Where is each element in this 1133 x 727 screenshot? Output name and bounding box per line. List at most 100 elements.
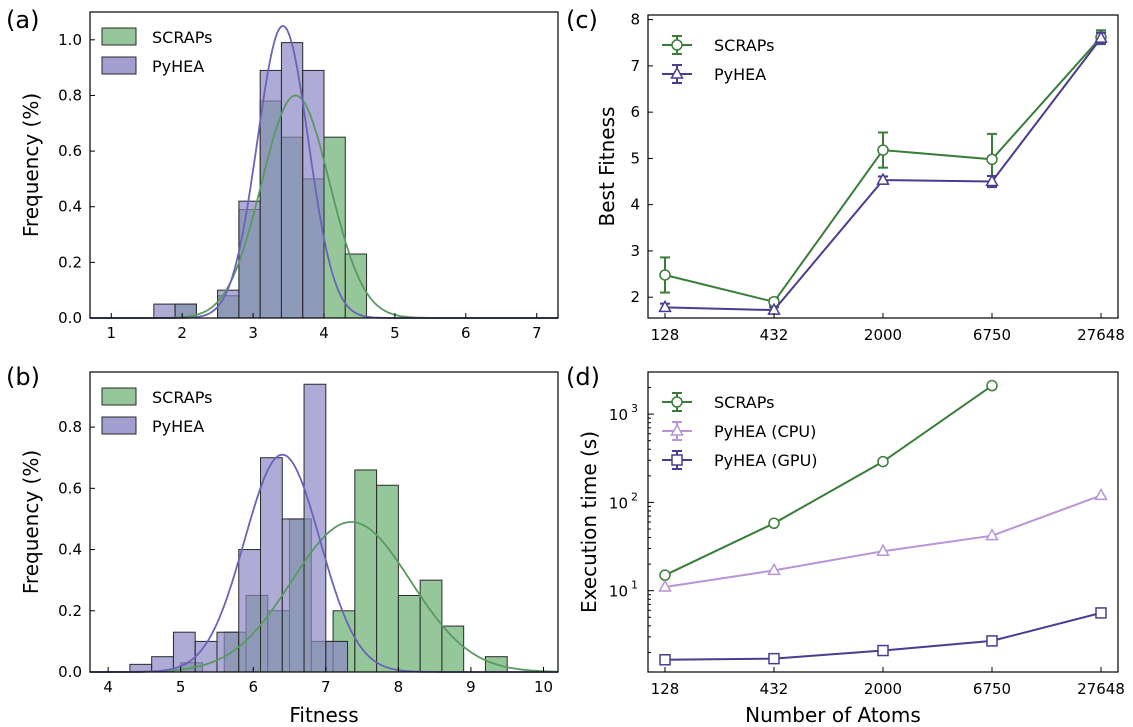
legend-marker	[670, 66, 684, 79]
data-point-0-0	[659, 569, 671, 581]
bar-pyhea-3	[194, 640, 218, 673]
data-point-2-3	[986, 635, 998, 647]
legend-swatch	[101, 387, 137, 406]
y-tick-label: 10	[609, 406, 628, 424]
line-panel-2: 128 432 2000 6750 27648 2 3 4 5 6 7 8 Best Fitness SC…	[566, 6, 1125, 344]
y-tick-label: 0.2	[58, 602, 82, 620]
data-point-0-3	[986, 379, 998, 392]
x-tick-label: 7	[321, 678, 331, 696]
legend-label: PyHEA	[714, 65, 766, 84]
x-tick-label: 5	[390, 324, 400, 342]
histogram-panel-0: 1 2 3 4 5 6 7 0.0 0.2 0.4 0.6 0.8 1.0 Frequency (%) SC…	[6, 6, 559, 342]
x-axis-label: Fitness	[289, 703, 358, 727]
bar-pyhea-6	[302, 69, 325, 319]
x-tick-label: 1	[106, 324, 116, 342]
x-tick-label: 6	[248, 678, 258, 696]
data-point-1-1	[767, 562, 781, 576]
legend-marker	[671, 396, 683, 408]
data-point-1-0	[658, 299, 672, 313]
series-line-1	[664, 494, 1102, 588]
y-tick-label: 5	[630, 149, 640, 167]
y-axis-label: Frequency (%)	[19, 450, 43, 594]
x-tick-label: 10	[534, 678, 553, 696]
legend-label: PyHEA (CPU)	[714, 422, 816, 441]
legend-label: PyHEA	[152, 417, 204, 436]
x-tick-label: 6750	[973, 680, 1011, 698]
bar-pyhea-3	[238, 200, 261, 319]
x-tick-label: 128	[651, 326, 680, 344]
histogram-panel-1: 4 5 6 7 8 9 10 0.0 0.2 0.4 0.6 0.8 Frequency (%) Fitn…	[6, 363, 559, 727]
y-tick-exponent: 2	[631, 490, 638, 503]
panel-label: (d)	[566, 363, 600, 391]
legend-label: PyHEA (GPU)	[714, 451, 818, 470]
x-tick-label: 3	[248, 324, 258, 342]
y-tick-label: 10	[609, 583, 628, 601]
x-tick-label: 27648	[1077, 680, 1125, 698]
bar-pyhea-5	[238, 549, 262, 673]
x-tick-label: 128	[651, 680, 680, 698]
bar-scraps-11	[441, 625, 465, 673]
x-tick-label: 2000	[864, 680, 902, 698]
data-point-0-2	[877, 455, 889, 468]
panel-label: (b)	[6, 363, 40, 391]
bar-scraps-8	[376, 484, 399, 673]
y-tick-label: 10	[609, 494, 628, 512]
panel-label: (a)	[6, 6, 39, 34]
legend-swatch	[101, 416, 137, 435]
data-point-2-4	[1095, 607, 1107, 619]
x-tick-label: 6	[461, 324, 471, 342]
series-line-0	[664, 384, 993, 577]
x-tick-label: 2000	[864, 326, 902, 344]
legend-label: SCRAPs	[152, 28, 212, 47]
legend-label: SCRAPs	[714, 36, 774, 55]
data-point-1-4	[1094, 487, 1108, 501]
bar-pyhea-8	[303, 383, 327, 673]
y-tick-exponent: 3	[631, 402, 638, 415]
x-tick-label: 6750	[973, 326, 1011, 344]
y-axis-label: Best Fitness	[595, 107, 619, 227]
data-point-1-3	[985, 173, 999, 187]
x-tick-label: 27648	[1077, 326, 1125, 344]
y-tick-label: 0.6	[58, 479, 82, 497]
data-point-0-1	[768, 517, 780, 530]
y-tick-label: 0.2	[58, 253, 82, 271]
legend-marker	[671, 39, 683, 51]
y-axis-label: Frequency (%)	[19, 93, 43, 237]
y-tick-exponent: 1	[631, 579, 638, 592]
data-point-1-2	[876, 172, 890, 185]
x-tick-label: 5	[176, 678, 186, 696]
y-axis-label: Execution time (s)	[577, 431, 601, 613]
plot-frame	[89, 371, 559, 673]
y-tick-label: 8	[630, 11, 640, 29]
y-tick-label: 2	[630, 288, 640, 306]
data-point-0-2	[877, 144, 889, 156]
x-tick-label: 7	[532, 324, 542, 342]
panel-label: (c)	[566, 6, 598, 34]
data-point-2-0	[659, 654, 671, 666]
data-point-1-4	[1094, 30, 1108, 43]
y-tick-label: 0.8	[58, 418, 82, 436]
data-point-2-1	[768, 652, 780, 665]
data-point-1-3	[985, 528, 999, 541]
bar-pyhea-6	[260, 457, 283, 673]
legend-marker	[671, 454, 683, 466]
y-tick-label: 0.6	[58, 142, 82, 160]
x-tick-label: 432	[760, 326, 789, 344]
legend-swatch	[101, 56, 137, 75]
y-tick-label: 0.0	[58, 309, 82, 327]
bar-pyhea-7	[281, 518, 305, 673]
x-tick-label: 2	[177, 324, 187, 342]
bar-pyhea-9	[325, 640, 349, 673]
y-tick-label: 3	[630, 242, 640, 260]
legend-label: SCRAPs	[714, 393, 774, 412]
data-point-1-2	[876, 543, 890, 556]
data-point-0-3	[986, 153, 998, 166]
x-tick-label: 8	[394, 678, 404, 696]
data-point-2-2	[877, 644, 889, 657]
y-tick-label: 0.0	[58, 663, 82, 681]
legend-swatch	[101, 27, 137, 46]
data-point-0-0	[659, 269, 671, 281]
y-tick-label: 7	[630, 57, 640, 75]
bar-pyhea-0	[153, 303, 176, 319]
